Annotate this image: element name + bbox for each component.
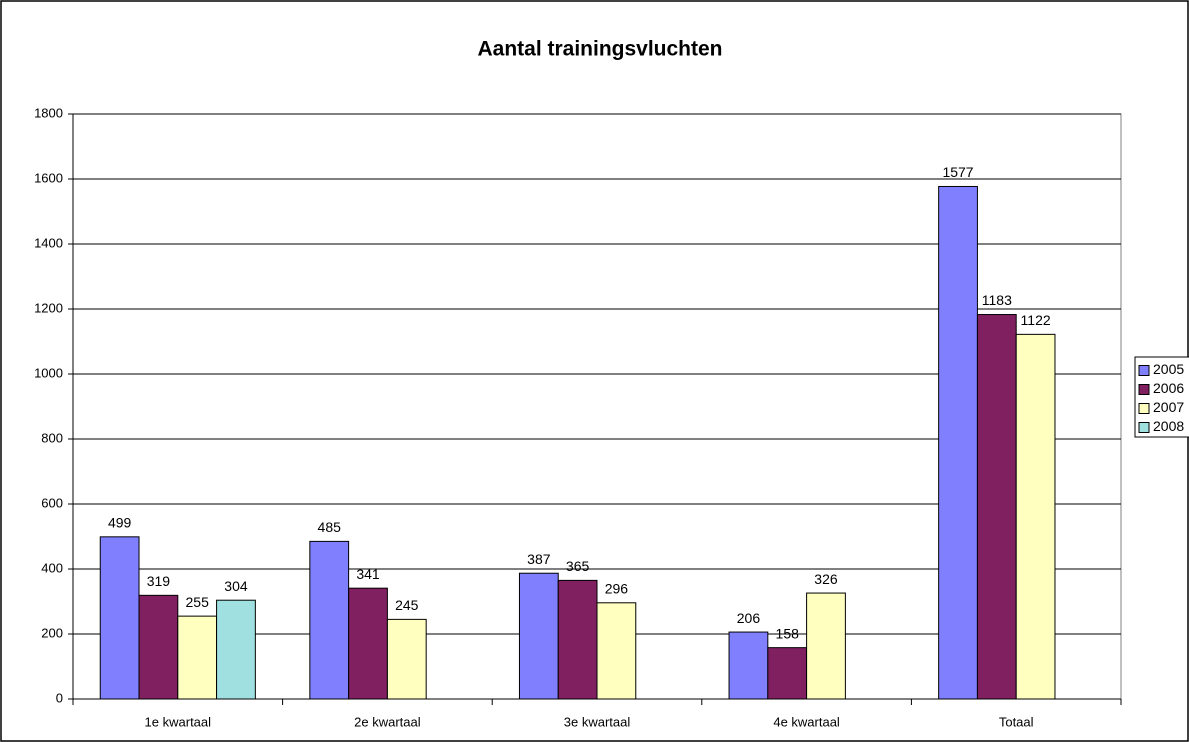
bar [518, 572, 559, 700]
x-tick-label: 2e kwartaal [354, 714, 421, 729]
chart-title: Aantal trainingsvluchten [477, 38, 722, 61]
data-label: 485 [318, 519, 342, 535]
bar [348, 587, 388, 700]
bar [216, 599, 256, 700]
y-tick-label: 400 [41, 560, 63, 575]
data-label: 499 [108, 515, 132, 531]
bar [1015, 333, 1056, 700]
bar [557, 579, 598, 700]
data-label: 304 [224, 578, 248, 594]
legend-swatch [1138, 422, 1150, 433]
data-label: 1122 [1021, 312, 1051, 328]
y-tick-label: 600 [41, 495, 63, 510]
y-tick-label: 1800 [34, 105, 63, 120]
legend-label: 2007 [1153, 399, 1184, 415]
x-tick-label: 3e kwartaal [564, 714, 631, 729]
bar [976, 314, 1017, 700]
x-tick-label: 4e kwartaal [773, 714, 840, 729]
bar [177, 615, 218, 700]
legend-label: 2005 [1153, 361, 1184, 377]
data-label: 365 [566, 558, 590, 574]
data-label: 158 [776, 625, 800, 641]
data-label: 319 [147, 573, 171, 589]
y-tick-label: 1000 [34, 365, 63, 380]
bar [767, 647, 808, 700]
y-tick-label: 1200 [34, 300, 63, 315]
y-tick-label: 1400 [34, 235, 63, 250]
bar [309, 540, 350, 700]
data-label: 387 [527, 551, 551, 567]
data-label: 255 [186, 594, 210, 610]
bar [596, 602, 637, 700]
legend-label: 2008 [1153, 418, 1184, 434]
bar [138, 594, 179, 700]
x-tick-label: Totaal [999, 714, 1034, 729]
y-tick-label: 800 [41, 430, 63, 445]
y-tick-label: 1600 [34, 170, 63, 185]
y-tick-label: 200 [41, 625, 63, 640]
y-tick-label: 0 [56, 690, 63, 705]
data-label: 1577 [942, 164, 973, 180]
bar [386, 618, 427, 700]
data-label: 206 [737, 610, 761, 626]
bar [938, 185, 978, 700]
data-label: 296 [605, 581, 629, 597]
data-label: 326 [814, 571, 838, 587]
legend-label: 2006 [1153, 380, 1184, 396]
bar [806, 592, 846, 700]
data-label: 341 [356, 566, 380, 582]
legend-swatch [1138, 365, 1150, 376]
x-tick-label: 1e kwartaal [145, 714, 212, 729]
data-label: 245 [395, 597, 419, 613]
legend-swatch [1138, 384, 1150, 395]
bar [728, 631, 769, 700]
data-label: 1183 [982, 292, 1012, 308]
legend-swatch [1138, 403, 1150, 414]
bar [99, 536, 140, 700]
